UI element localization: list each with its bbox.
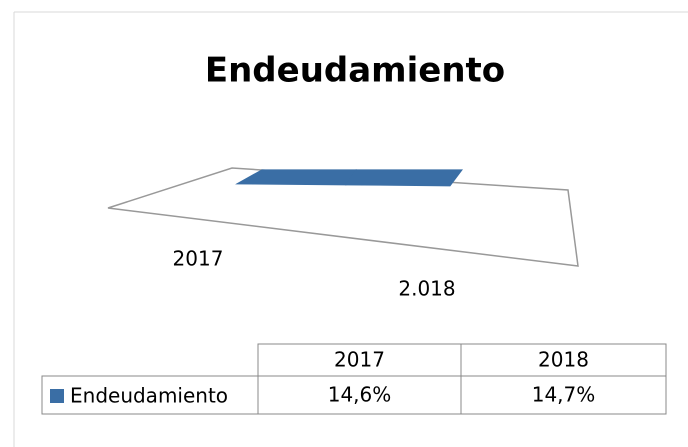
x-tick-label: 2017 (173, 247, 224, 271)
chart-floor (107, 167, 579, 267)
data-table (41, 343, 667, 415)
x-tick-label: 2.018 (398, 277, 455, 301)
table-value: 14,6% (328, 383, 392, 407)
table-header: 2017 (334, 348, 385, 372)
table-header: 2018 (538, 348, 589, 372)
plot (235, 169, 463, 187)
bar (345, 169, 463, 187)
legend-swatch (50, 389, 64, 403)
chart-title: Endeudamiento (205, 51, 505, 91)
legend-label: Endeudamiento (70, 384, 228, 408)
table-value: 14,7% (532, 383, 596, 407)
